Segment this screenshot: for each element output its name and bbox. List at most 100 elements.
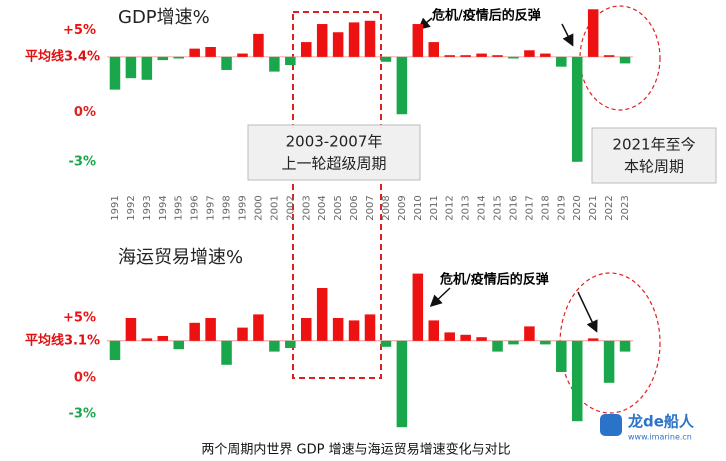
bar: [524, 50, 535, 57]
x-tick-label: 2021: [588, 195, 599, 220]
x-tick-label: 1998: [222, 195, 233, 220]
bar: [364, 20, 376, 57]
bar: [396, 56, 408, 115]
arrow: [429, 287, 451, 308]
x-tick-label: 1992: [126, 195, 137, 220]
bar: [173, 56, 184, 59]
x-tick-label: 2003: [301, 195, 312, 220]
bar: [285, 340, 296, 348]
x-tick-label: 2004: [317, 195, 328, 220]
x-tick-label: 2002: [285, 195, 296, 220]
bar: [348, 320, 360, 341]
watermark: 龙de船人: [627, 413, 695, 431]
bar: [253, 33, 264, 57]
bar: [237, 327, 248, 341]
arrow: [577, 291, 598, 333]
average-label: 平均线3.1%: [25, 332, 100, 348]
y-tick-label: -3%: [69, 154, 96, 169]
bar: [364, 314, 376, 341]
annotation: 危机/疫情后的反弹: [440, 272, 549, 288]
bar: [205, 47, 216, 57]
y-tick-label: 0%: [74, 105, 96, 120]
bar: [540, 53, 551, 57]
bar: [109, 56, 121, 90]
bar: [619, 56, 631, 64]
x-tick-label: 1993: [142, 195, 153, 220]
bar: [109, 340, 121, 360]
bar: [316, 288, 328, 341]
bar: [556, 56, 567, 67]
bar: [205, 318, 216, 341]
bar: [141, 56, 153, 80]
x-tick-label: 2008: [381, 195, 392, 220]
bar: [157, 56, 169, 61]
bar: [476, 337, 487, 341]
x-tick-label: 2023: [620, 195, 631, 220]
bar: [269, 340, 280, 352]
y-tick-label: -3%: [69, 407, 96, 422]
x-tick-label: 2016: [508, 195, 519, 220]
bar: [380, 56, 392, 62]
highlight-box: [292, 11, 382, 379]
x-tick-label: 2009: [397, 195, 408, 220]
annotation: 上一轮超级周期: [281, 155, 386, 173]
bar: [508, 340, 519, 345]
bar: [412, 24, 424, 57]
bar: [125, 56, 137, 79]
logo: [600, 414, 622, 436]
x-tick-label: 2005: [333, 195, 344, 220]
x-tick-label: 2006: [349, 195, 360, 220]
x-tick-label: 1994: [158, 195, 169, 220]
x-tick-label: 1999: [237, 195, 248, 220]
caption: 两个周期内世界 GDP 增速与海运贸易增速变化与对比: [201, 442, 510, 458]
bar: [285, 56, 296, 66]
x-tick-label: 2022: [604, 195, 615, 220]
x-tick-label: 2015: [493, 195, 504, 220]
bar: [540, 340, 551, 345]
bar: [253, 314, 264, 341]
watermark-url: www.imarine.cn: [628, 433, 692, 442]
bar: [587, 338, 599, 341]
bar: [619, 340, 631, 352]
bar: [428, 320, 440, 341]
x-tick-label: 1996: [190, 195, 201, 220]
x-tick-label: 2020: [572, 195, 583, 220]
bar: [269, 56, 280, 72]
x-tick-label: 1995: [174, 195, 185, 220]
average-label: 平均线3.4%: [25, 48, 100, 64]
annotation: 2003-2007年: [286, 133, 383, 151]
x-tick-label: 1997: [206, 195, 217, 220]
x-tick-label: 2012: [445, 195, 456, 220]
bar: [444, 55, 455, 57]
annotation-box: [247, 124, 421, 181]
bar: [492, 340, 503, 352]
bar: [125, 318, 137, 341]
annotation: 2021年至今: [612, 136, 695, 154]
highlight-ellipse: [579, 5, 661, 111]
annotation: 危机/疫情后的反弹: [432, 8, 541, 24]
x-tick-label: 2000: [253, 195, 264, 220]
bar: [428, 42, 440, 57]
chart-title: GDP增速%: [118, 7, 210, 28]
x-tick-label: 2007: [365, 195, 376, 220]
annotation: 本轮周期: [624, 158, 684, 176]
bar: [603, 340, 615, 383]
bar: [300, 42, 312, 57]
bar: [332, 32, 344, 57]
x-tick-label: 2019: [556, 195, 567, 220]
chart-title: 海运贸易增速%: [118, 247, 243, 268]
bar: [189, 48, 200, 57]
x-tick-label: 2014: [477, 195, 488, 220]
bar: [587, 9, 599, 57]
bar: [221, 340, 232, 365]
bar: [460, 334, 471, 341]
x-tick-label: 2017: [524, 195, 535, 220]
y-tick-label: +5%: [63, 23, 96, 38]
bar: [221, 56, 232, 70]
x-tick-label: 2010: [413, 195, 424, 220]
y-tick-label: 0%: [74, 371, 96, 386]
bar: [237, 53, 248, 57]
y-tick-label: +5%: [63, 311, 96, 326]
x-tick-label: 2018: [540, 195, 551, 220]
